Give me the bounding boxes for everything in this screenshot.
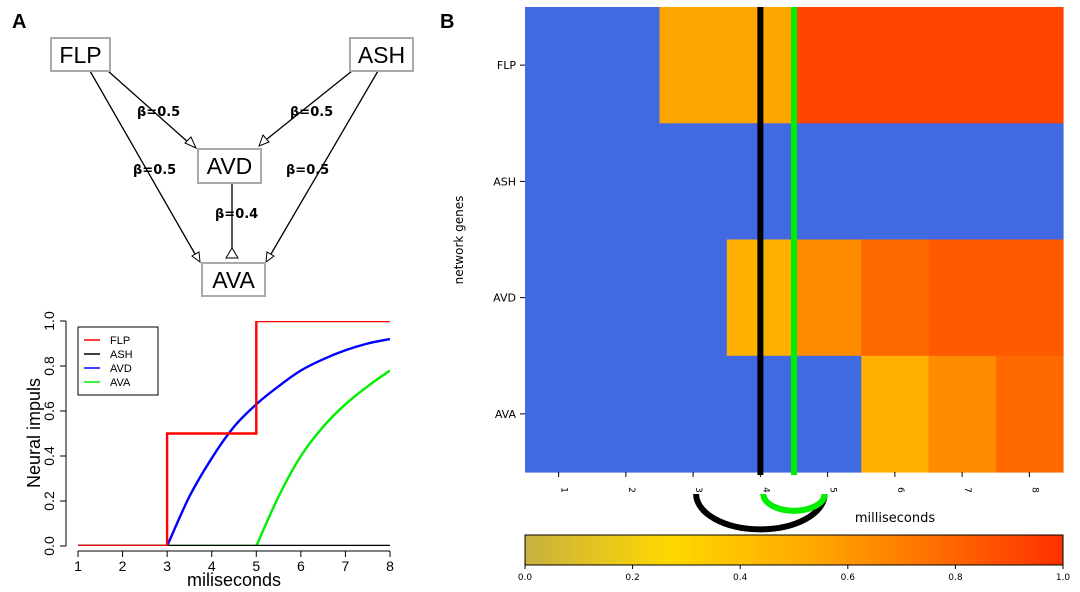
- edge-flp-ava: [89, 70, 196, 255]
- node-ava: AVA: [201, 262, 266, 297]
- col-tick-label: 1: [559, 487, 569, 493]
- colorbar: 0.0 0.2 0.4 0.6 0.8 1.0: [518, 534, 1071, 583]
- edge-label: β=0.4: [215, 207, 258, 222]
- node-label: AVA: [212, 267, 255, 293]
- series-line-flp: [78, 321, 390, 546]
- row-label-ava: AVA: [495, 408, 517, 421]
- line-chart-axes: 1 2 3 4 5 6 7 8 0.0 0.2 0.4 0.6 0.8 1.0: [41, 311, 394, 574]
- series-line-ava: [78, 369, 390, 546]
- row-label-avd: AVD: [493, 292, 516, 305]
- edge-label: β=0.5: [137, 105, 180, 120]
- x-tick-label: 4: [208, 558, 216, 574]
- heatmap-cell: [794, 7, 1064, 124]
- arc-green: [760, 493, 828, 514]
- heatmap: FLP ASH AVD AVA 1 2 3 4 5 6 7 8 milliseconds networ…: [452, 7, 1064, 533]
- node-ash: ASH: [349, 37, 414, 72]
- x-axis-title: miliseconds: [187, 570, 281, 590]
- heatmap-cell: [659, 7, 795, 124]
- x-tick-label: 5: [252, 558, 260, 574]
- colorbar-tick-label: 0.0: [518, 573, 533, 583]
- edge-ash-ava: [270, 70, 379, 255]
- x-tick-label: 3: [163, 558, 171, 574]
- edge-arrow: [191, 251, 201, 264]
- colorbar-tick-label: 0.4: [733, 573, 748, 583]
- edge-ash-avd: [266, 70, 353, 140]
- arc-black: [693, 493, 828, 533]
- col-tick-label: 4: [760, 487, 770, 493]
- edge-arrow: [258, 134, 270, 147]
- edge-label: β=0.5: [290, 105, 333, 120]
- edge-arrow: [184, 136, 198, 150]
- legend-label-flp: FLP: [110, 335, 130, 347]
- heatmap-arcs: [693, 493, 828, 533]
- heatmap-x-title: milliseconds: [855, 511, 935, 526]
- heatmap-cell: [525, 7, 661, 124]
- network-diagram: β=0.5 β=0.5 β=0.5 β=0.5 β=0.4 FLP ASH AV…: [50, 37, 414, 297]
- y-tick-label: 0.8: [41, 356, 57, 376]
- colorbar-gradient: [524, 534, 1064, 566]
- y-tick-label: 0.4: [41, 446, 57, 466]
- node-label: AVD: [207, 153, 253, 179]
- heatmap-cell: [525, 239, 728, 357]
- y-tick-label: 0.0: [41, 536, 57, 556]
- colorbar-tick-label: 0.8: [948, 573, 963, 583]
- y-axis-title: Neural impuls: [24, 378, 44, 488]
- heatmap-cell: [995, 239, 1064, 357]
- node-label: FLP: [59, 42, 101, 68]
- row-label-ash: ASH: [493, 175, 516, 188]
- node-label: ASH: [358, 42, 405, 68]
- row-label-flp: FLP: [497, 59, 516, 72]
- heatmap-cell: [525, 355, 862, 473]
- colorbar-tick-label: 1.0: [1056, 573, 1071, 583]
- x-tick-label: 2: [119, 558, 127, 574]
- x-tick-label: 1: [74, 558, 82, 574]
- colorbar-tick-label: 0.6: [841, 573, 856, 583]
- panel-letter-b: B: [440, 11, 454, 33]
- heatmap-cell: [861, 239, 930, 357]
- edge-label: β=0.5: [286, 163, 329, 178]
- colorbar-ticks: 0.0 0.2 0.4 0.6 0.8 1.0: [518, 565, 1071, 583]
- x-tick-label: 8: [386, 558, 394, 574]
- col-tick-label: 2: [626, 487, 636, 493]
- heatmap-axes: FLP ASH AVD AVA 1 2 3 4 5 6 7 8: [493, 59, 1039, 493]
- col-tick-label: 6: [895, 487, 905, 493]
- line-chart-series: [78, 321, 390, 546]
- x-tick-label: 7: [342, 558, 350, 574]
- edge-label: β=0.5: [133, 163, 176, 178]
- x-tick-label: 6: [297, 558, 305, 574]
- y-tick-label: 1.0: [41, 311, 57, 331]
- edge-flp-avd: [107, 70, 190, 144]
- heatmap-cell: [928, 355, 997, 473]
- heatmap-markers: [757, 7, 797, 475]
- line-chart-legend: FLP ASH AVD AVA: [77, 326, 159, 396]
- series-line-avd: [78, 337, 390, 546]
- col-tick-label: 8: [1029, 487, 1039, 493]
- col-tick-label: 3: [693, 487, 703, 493]
- panel-letter-a: A: [12, 11, 26, 33]
- legend-box: [77, 326, 159, 396]
- y-tick-label: 0.6: [41, 401, 57, 421]
- y-tick-label: 0.2: [41, 491, 57, 511]
- heatmap-cell: [928, 239, 997, 357]
- legend-label-avd: AVD: [110, 363, 132, 375]
- edge-arrow: [265, 251, 275, 264]
- heatmap-y-title: network genes: [452, 196, 466, 285]
- heatmap-cell: [995, 355, 1064, 473]
- col-tick-label: 7: [962, 487, 972, 493]
- node-avd: AVD: [197, 148, 262, 184]
- legend-label-ash: ASH: [110, 349, 133, 361]
- edge-arrow: [225, 247, 239, 259]
- colorbar-tick-label: 0.2: [625, 573, 639, 583]
- node-flp: FLP: [50, 37, 111, 72]
- heatmap-cell: [794, 239, 862, 357]
- heatmap-cell: [861, 355, 930, 473]
- legend-label-ava: AVA: [110, 377, 131, 389]
- line-chart: 1 2 3 4 5 6 7 80.00.20.40.60.81.0 FLPASHAVDAVA …: [24, 311, 394, 590]
- col-tick-label: 5: [828, 487, 838, 493]
